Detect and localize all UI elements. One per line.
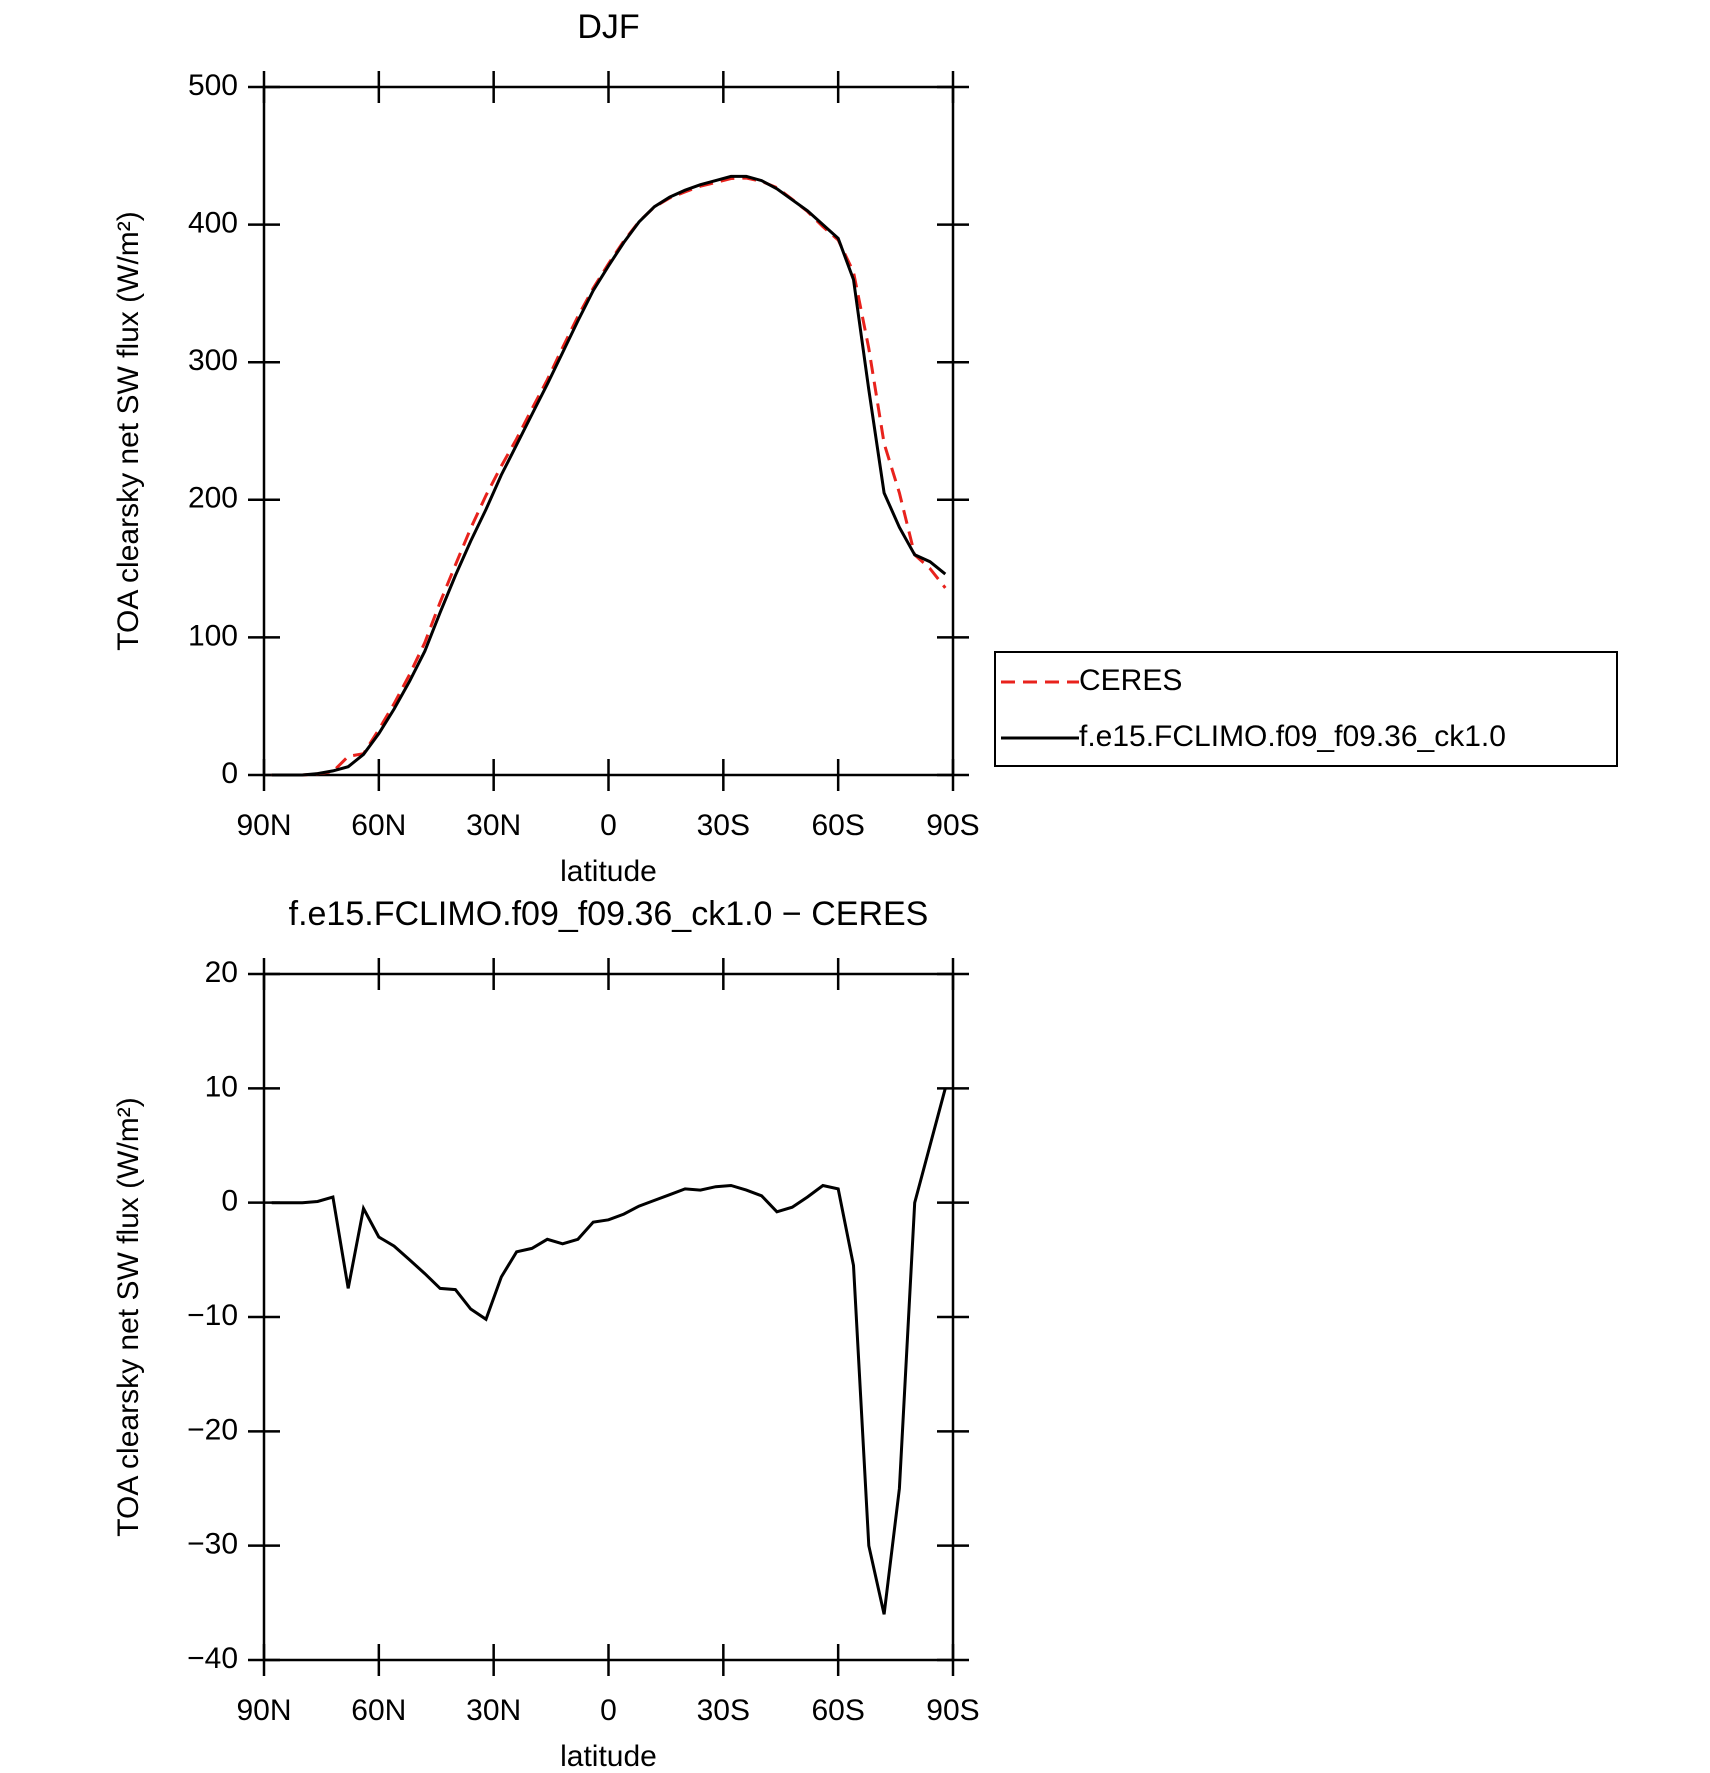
x-tick-label: 90S <box>926 1694 979 1727</box>
y-axis-label: TOA clearsky net SW flux (W/m²) <box>112 211 145 651</box>
y-tick-label: 0 <box>221 757 238 790</box>
chart-title: f.e15.FCLIMO.f09_f09.36_ck1.0 − CERES <box>289 895 929 933</box>
x-axis-label: latitude <box>560 1740 657 1773</box>
x-tick-label: 60N <box>351 809 406 842</box>
x-axis-label: latitude <box>560 855 657 888</box>
plot-frame <box>262 85 955 777</box>
y-tick-label: 500 <box>188 69 238 102</box>
legend-box <box>994 651 1618 767</box>
x-tick-label: 90N <box>236 1694 291 1727</box>
y-tick-label: −10 <box>187 1299 238 1332</box>
legend-label: f.e15.FCLIMO.f09_f09.36_ck1.0 <box>1079 720 1506 753</box>
legend-label: CERES <box>1079 664 1182 697</box>
y-tick-label: 100 <box>188 619 238 652</box>
x-tick-label: 90N <box>236 809 291 842</box>
x-tick-label: 0 <box>600 1694 617 1727</box>
y-tick-label: −30 <box>187 1528 238 1561</box>
y-tick-label: −20 <box>187 1413 238 1446</box>
y-tick-label: 200 <box>188 482 238 515</box>
x-tick-label: 60S <box>811 809 864 842</box>
y-tick-label: 20 <box>205 956 238 989</box>
y-tick-label: 400 <box>188 207 238 240</box>
x-tick-label: 60S <box>811 1694 864 1727</box>
data-line <box>271 1087 947 1615</box>
y-tick-label: 0 <box>221 1185 238 1218</box>
chart-panel: f.e15.FCLIMO.f09_f09.36_ck1.0 − CERES lat… <box>112 895 980 1773</box>
chart-title: DJF <box>577 8 639 46</box>
data-line <box>271 174 947 777</box>
x-tick-label: 90S <box>926 809 979 842</box>
y-axis-label: TOA clearsky net SW flux (W/m²) <box>112 1097 145 1537</box>
x-tick-label: 30N <box>466 809 521 842</box>
x-tick-label: 30S <box>697 1694 750 1727</box>
x-tick-label: 60N <box>351 1694 406 1727</box>
y-tick-label: −40 <box>187 1642 238 1675</box>
x-tick-label: 30N <box>466 1694 521 1727</box>
x-tick-label: 0 <box>600 809 617 842</box>
plot-frame <box>262 972 955 1662</box>
chart-panel: DJF latitude TOA clearsky net SW flux (W/m… <box>112 8 1618 888</box>
y-tick-label: 300 <box>188 344 238 377</box>
x-tick-label: 30S <box>697 809 750 842</box>
y-tick-label: 10 <box>205 1070 238 1103</box>
